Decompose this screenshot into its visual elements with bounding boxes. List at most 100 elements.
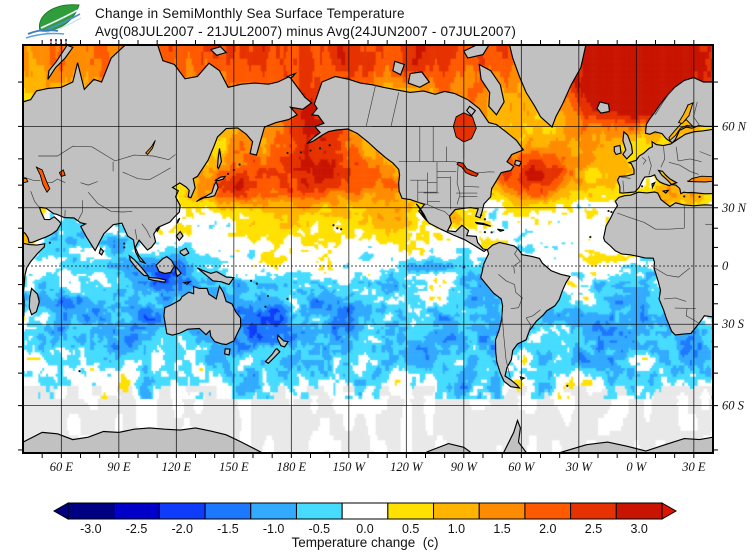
colorbar-segment (570, 502, 617, 520)
landmass-sumatra (128, 254, 150, 278)
colorbar-segment (341, 502, 389, 520)
colorbar-segment (250, 502, 297, 520)
island-dot (479, 214, 483, 217)
colorbar-caption: Temperature change (c) (291, 535, 439, 550)
border-line (390, 92, 400, 127)
x-axis-tick-label: 120 W (390, 460, 424, 474)
lake-baikal (145, 140, 156, 156)
landmass-newguinea (197, 267, 235, 286)
colorbar: -3.0 -2.5 -2.0 -1.5 -1.0 -0.5 0.0 0.5 1.0 1.5 2.0 2… (52, 502, 678, 536)
border-line (622, 180, 625, 193)
aral-sea (58, 169, 66, 177)
x-axis-tick-label: 30 W (565, 460, 594, 474)
x-axis-tick-label: 150 E (219, 460, 249, 474)
great-lakes (456, 161, 479, 177)
island-dot (483, 218, 487, 221)
x-axis-tick-label: 30 E (681, 460, 706, 474)
border-line (648, 155, 652, 176)
island-dot (336, 227, 339, 230)
island-dot (249, 279, 253, 282)
island-dot (589, 235, 592, 239)
border-line (38, 145, 110, 158)
landmass-ireland (613, 144, 622, 156)
landmass-newsiberian (209, 46, 228, 56)
landmass-sakhalin (216, 148, 222, 170)
border-line (620, 176, 631, 179)
island-dot (299, 151, 303, 154)
landmass-australia (163, 284, 242, 346)
colorbar-tick-label: -0.5 (309, 522, 331, 536)
border-line (30, 190, 39, 207)
inland-waters (23, 101, 713, 194)
border-line (365, 84, 377, 127)
island-dot (286, 151, 289, 155)
landmass-banks (392, 60, 406, 76)
island-dot (607, 209, 610, 213)
border-line (654, 267, 691, 278)
island-dot (238, 163, 241, 166)
colorbar-segment (478, 502, 526, 520)
landmass-honshu (196, 180, 219, 203)
border-line (510, 291, 523, 310)
leaf-icon (39, 4, 82, 34)
landmass-taiwan (176, 217, 181, 224)
border-line (514, 246, 521, 262)
landmasses (23, 45, 713, 453)
island-dot (48, 241, 51, 244)
landmass-victoria (407, 71, 431, 88)
x-axis-labels: 60 E 90 E 120 E 150 E 180 E 150 W 120 W 90 W 60 … (50, 460, 706, 474)
border-line (513, 261, 521, 274)
colorbar-segment (433, 502, 480, 520)
island-dot (610, 210, 613, 214)
x-axis-tick-label: 180 E (277, 460, 307, 474)
colorbar-left-arrow (52, 502, 69, 520)
landmass-europe (616, 128, 713, 195)
island-dot (123, 246, 126, 249)
colorbar-tick-label: -2.0 (171, 522, 193, 536)
landmass-sicily (661, 189, 670, 194)
island-dot (340, 228, 343, 231)
border-line (668, 161, 699, 175)
island-dot (266, 294, 270, 298)
island-dot (328, 144, 331, 147)
border-line (122, 167, 171, 181)
landmass-java (147, 276, 167, 283)
y-axis-tick-label: 0 (722, 259, 729, 273)
island-dot (566, 384, 569, 387)
axis-ticks (18, 40, 718, 458)
colorbar-tick-label: 2.0 (539, 522, 556, 536)
border-line (77, 200, 83, 221)
border-line (525, 317, 532, 334)
island-dot (309, 149, 312, 152)
border-line (459, 195, 478, 198)
x-axis-tick-label: 120 E (162, 460, 192, 474)
island-dot (640, 185, 644, 188)
landmass-antarctica (23, 418, 713, 453)
landmass-hispaniola (497, 228, 505, 232)
x-axis-tick-label: 90 E (107, 460, 131, 474)
island-dot (698, 195, 701, 198)
colorbar-segment (615, 502, 663, 520)
landmass-srilanka (98, 247, 105, 256)
y-axis-tick-label: 30 S (721, 317, 745, 331)
landmass-novayazemlya (47, 45, 74, 80)
landmass-uk (622, 130, 634, 160)
y-axis-labels: 60 N 30 N 0 30 S 60 S (721, 119, 747, 412)
x-axis-tick-label: 150 W (333, 460, 367, 474)
colorbar-tick-label: -1.5 (217, 522, 239, 536)
border-line (456, 165, 461, 205)
border-line (80, 181, 98, 186)
border-line (23, 176, 41, 182)
border-line (675, 146, 679, 161)
island-dot (226, 172, 230, 175)
chart-title: Change in SemiMonthly Sea Surface Temper… (95, 6, 405, 21)
border-line (678, 158, 702, 163)
landmass-timor (182, 280, 192, 285)
border-line (655, 227, 685, 230)
island-dot (490, 231, 493, 234)
border-line (463, 185, 480, 188)
colorbar-segment (204, 502, 252, 520)
colorbar-tick-label: 1.5 (493, 522, 510, 536)
landmass-sardinia (651, 181, 656, 190)
